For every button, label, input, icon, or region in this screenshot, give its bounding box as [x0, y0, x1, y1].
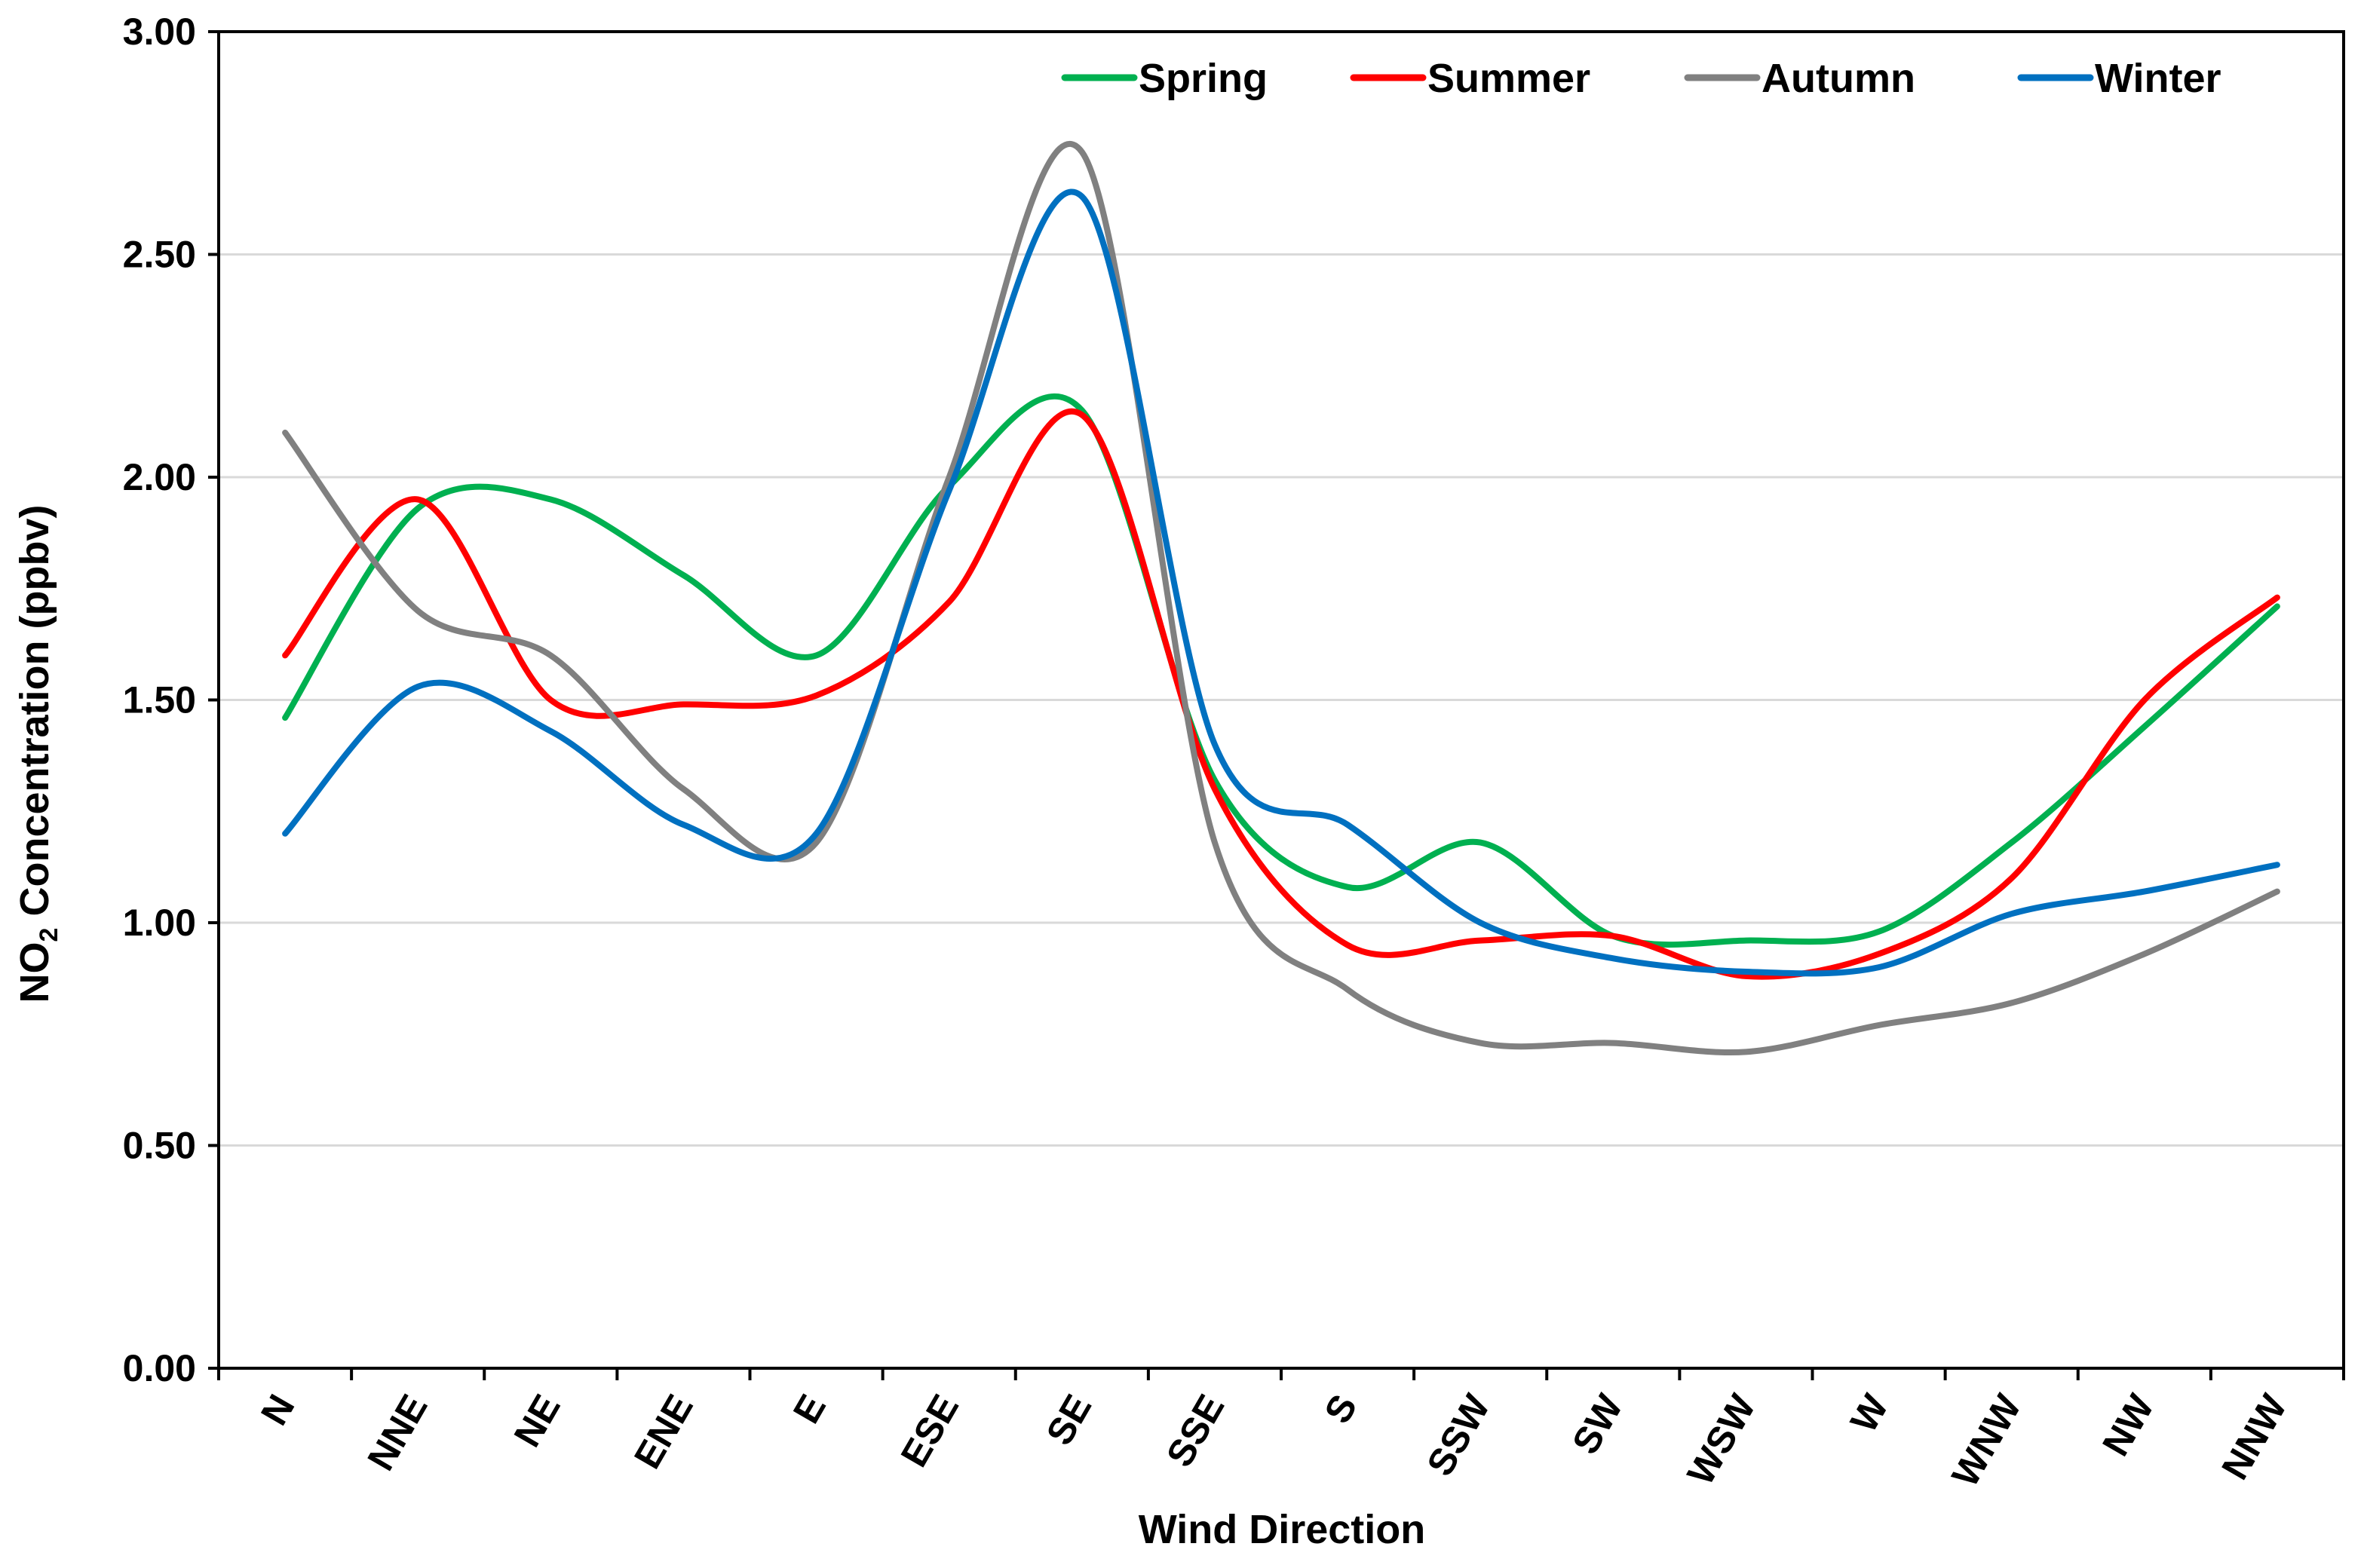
x-tick-label: SSE: [1158, 1388, 1233, 1475]
y-tick-labels: 0.00 0.50 1.00 1.50 2.00 2.50 3.00: [123, 11, 196, 1389]
x-tick-label: S: [1316, 1388, 1365, 1431]
legend-label-spring: Spring: [1139, 56, 1268, 101]
x-tick-label: NNW: [2213, 1387, 2295, 1487]
series-line-summer: [282, 408, 2280, 980]
y-axis-title-main: NO: [12, 942, 57, 1003]
legend-label-autumn: Autumn: [1762, 56, 1915, 101]
y-tick-label: 0.00: [123, 1347, 196, 1389]
legend-label-winter: Winter: [2095, 56, 2221, 101]
x-tick-label: ESE: [893, 1388, 967, 1475]
y-axis-title: NO2 Concentration (ppbv): [12, 505, 63, 1003]
gridlines: [219, 30, 2344, 1147]
x-tick-label: SW: [1564, 1387, 1631, 1461]
y-tick-label: 2.50: [123, 234, 196, 276]
y-tick-label: 1.00: [123, 902, 196, 944]
x-tick-label: NW: [2094, 1387, 2163, 1463]
series-line-autumn: [282, 141, 2280, 1056]
x-axis-title: Wind Direction: [1139, 1507, 1426, 1552]
y-tick-label: 1.50: [123, 679, 196, 721]
x-tick-label: ENE: [626, 1388, 701, 1476]
series-lines: [282, 141, 2280, 1056]
x-tick-label: W: [1842, 1387, 1896, 1440]
x-tick-label: SSW: [1418, 1387, 1498, 1483]
x-tick-label: N: [253, 1388, 303, 1432]
x-tick-label: WNW: [1943, 1387, 2029, 1494]
x-tick-labels: N NNE NE ENE E ESE SE SSE S SSW SW WSW W WNW NW NNW: [253, 1387, 2295, 1494]
y-axis-title-rest: Concentration (ppbv): [12, 505, 57, 928]
series-line-spring: [282, 394, 2280, 948]
y-tick-label: 0.50: [123, 1125, 196, 1167]
x-tick-label: SE: [1038, 1388, 1099, 1453]
x-tick-label: WSW: [1679, 1387, 1765, 1492]
x-tick-label: E: [785, 1388, 834, 1431]
y-tick-label: 2.00: [123, 456, 196, 498]
y-axis-title-subscript: 2: [35, 928, 63, 942]
axes: [208, 30, 2345, 1380]
series-line-winter: [282, 188, 2280, 977]
legend: Spring Summer Autumn Winter: [1061, 56, 2221, 101]
x-tick-label: NE: [506, 1388, 569, 1454]
y-tick-label: 3.00: [123, 11, 196, 53]
legend-label-summer: Summer: [1427, 56, 1590, 101]
x-tick-label: NNE: [359, 1388, 435, 1478]
